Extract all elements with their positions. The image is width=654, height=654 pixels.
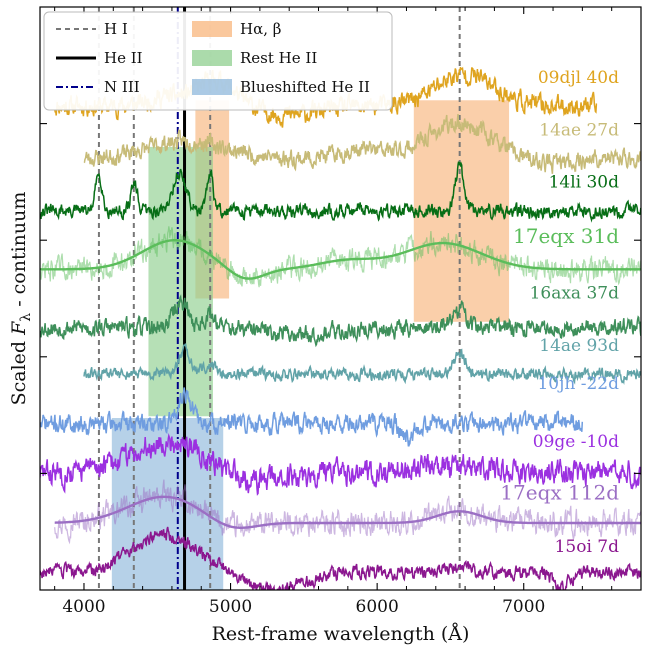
axes: 4000 5000 6000 7000 Rest-frame wavelength (Å… xyxy=(8,6,642,645)
series-labels: 09djl 40d 14ae 27d 14li 30d 17eqx 31d 16axa … xyxy=(500,68,619,557)
y-axis-label: Scaled Fλ - continuum xyxy=(8,192,34,406)
shaded-region-rest-he-ii-2 xyxy=(148,146,213,417)
label-15oi-7d: 15oi 7d xyxy=(555,537,620,557)
series-17eqx-112d xyxy=(54,495,641,529)
label-17eqx-112d: 17eqx 112d xyxy=(500,481,619,505)
label-09djl-40d: 09djl 40d xyxy=(538,68,619,88)
label-09ge-10d: 09ge -10d xyxy=(533,432,619,452)
series-10jh-22d xyxy=(40,387,584,448)
series-14ae-93d xyxy=(83,343,641,386)
label-14li-30d: 14li 30d xyxy=(549,173,620,193)
plot-frame xyxy=(39,6,642,591)
x-tick-label-6000: 6000 xyxy=(356,597,399,617)
x-axis-label: Rest-frame wavelength (Å) xyxy=(212,623,470,645)
label-16axa-37d: 16axa 37d xyxy=(530,284,620,304)
label-14ae-93d: 14ae 93d xyxy=(539,336,619,356)
x-tick-label-5000: 5000 xyxy=(209,597,252,617)
label-17eqx-31d: 17eqx 31d xyxy=(513,224,619,248)
x-tick-label-7000: 7000 xyxy=(502,597,545,617)
series-17eqx-31d xyxy=(40,238,641,280)
legend-h-label: Hα, β xyxy=(240,20,281,38)
legend: H I He II N III Hα, β Rest He II Blueshifted … xyxy=(43,11,393,111)
legend-blueshifted-he-ii-swatch xyxy=(192,79,232,95)
legend-rest-he-ii-swatch xyxy=(192,50,232,66)
legend-rest-he-ii-label: Rest He II xyxy=(240,49,317,67)
series-16axa-37d xyxy=(40,294,641,348)
label-10jh-22d: 10jh -22d xyxy=(537,374,619,394)
series-15oi-7d xyxy=(40,526,641,590)
legend-blueshifted-he-ii-label: Blueshifted He II xyxy=(240,78,370,96)
legend-he-ii-label: He II xyxy=(104,49,143,67)
series-14ae-27d xyxy=(83,114,641,174)
legend-h-swatch xyxy=(192,21,232,37)
x-tick-label-4000: 4000 xyxy=(62,597,105,617)
label-14ae-27d: 14ae 27d xyxy=(539,120,619,140)
series-09ge-10d xyxy=(40,433,641,496)
shaded-regions xyxy=(111,100,510,590)
legend-n-iii-label: N III xyxy=(104,78,140,96)
series-14li-30d xyxy=(40,161,641,223)
legend-h-i-label: H I xyxy=(104,20,128,38)
